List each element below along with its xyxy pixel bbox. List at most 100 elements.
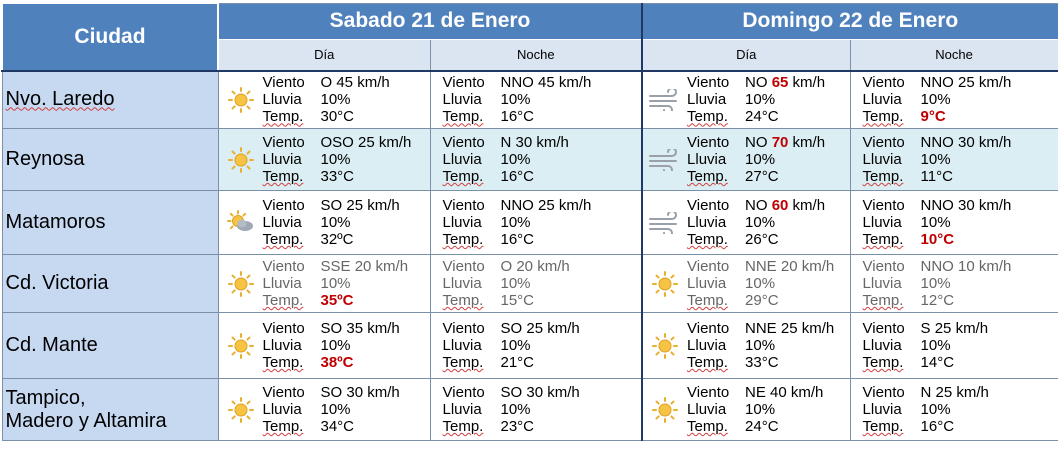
wind-speed: 25 [934, 320, 952, 337]
forecast-lines: Viento SO 30 km/h Lluvia 10% Temp. 34°C [263, 384, 400, 435]
city-name: Cd. Victoria [1, 254, 219, 313]
temp-value: 15°C [500, 292, 535, 309]
forecast-lines: Viento O 20 km/h Lluvia 10% Temp. 15°C [443, 258, 570, 309]
wind-speed: 25 [346, 197, 364, 214]
day2-noche-header: Noche [849, 38, 1058, 72]
wind-direction: NO [745, 134, 768, 151]
wind-label: Viento [862, 197, 905, 214]
wind-unit: km/h [547, 384, 580, 401]
wind-speed: 25 [935, 384, 953, 401]
rain-label: Lluvia [862, 275, 902, 292]
table-row: Cd. Mante Viento SO 35 km/h Lluvia 10% Temp. 3… [1, 312, 1058, 379]
temp-label: Temp. [442, 292, 484, 309]
rain-value: 10% [500, 151, 531, 168]
forecast-lines: Viento NNO 25 km/h Lluvia 10% Temp. 16°C [443, 197, 592, 248]
forecast-lines: Viento SO 35 km/h Lluvia 10% Temp. 38ºC [263, 320, 400, 371]
temp-label: Temp. [442, 108, 484, 126]
temp-label: Temp. [262, 168, 304, 185]
rain-label: Lluvia [262, 214, 302, 231]
sun-icon [219, 86, 263, 113]
temp-value-highlight: 35ºC [320, 292, 354, 309]
temp-value: 34°C [320, 418, 355, 435]
temp-value: 12°C [920, 292, 955, 309]
rain-label: Lluvia [862, 151, 902, 168]
day2-header: Domingo 22 de Enero [641, 2, 1058, 40]
temp-value: 23°C [500, 418, 535, 435]
day1-day-cell: Viento OSO 25 km/h Lluvia 10% Temp. 33°C [217, 128, 431, 191]
forecast-lines: Viento SO 30 km/h Lluvia 10% Temp. 23°C [443, 384, 580, 435]
wind-speed: 30 [346, 384, 364, 401]
rain-value: 10% [500, 337, 531, 354]
wind-label: Viento [262, 134, 305, 151]
city-label-line2: Madero y Altamira [5, 409, 167, 432]
wind-speed: 30 [526, 384, 544, 401]
wind-label: Viento [262, 320, 305, 337]
wind-speed: 35 [346, 320, 364, 337]
wind-label: Viento [687, 384, 730, 401]
sun-icon [219, 146, 263, 173]
wind-speed-highlight: 65 [771, 74, 789, 92]
temp-value-highlight: 10°C [920, 231, 955, 248]
wind-direction: OSO [320, 134, 354, 151]
wind-label: Viento [687, 320, 730, 337]
day2-day-cell: Viento NO 65 km/h Lluvia 10% Temp. 24°C [641, 70, 851, 129]
wind-unit: km/h [536, 134, 569, 151]
rain-value: 10% [320, 214, 351, 231]
wind-label: Viento [687, 74, 730, 92]
wind-unit: km/h [547, 320, 580, 337]
forecast-lines: Viento NNO 30 km/h Lluvia 10% Temp. 11°C [863, 134, 1012, 185]
forecast-lines: Viento NO 70 km/h Lluvia 10% Temp. 27°C [687, 134, 825, 185]
rain-value: 10% [745, 151, 776, 168]
city-name: Cd. Mante [1, 312, 219, 379]
sun-icon [644, 332, 687, 359]
rain-label: Lluvia [442, 214, 482, 231]
table-row: Reynosa Viento OSO 25 km/h Lluvia 10% Temp. 33… [1, 128, 1058, 191]
day2-night-cell: Viento NNO 10 km/h Lluvia 10% Temp. 12°C [849, 254, 1058, 313]
temp-value: 27°C [745, 168, 779, 185]
wind-direction: NNO [920, 134, 954, 151]
forecast-lines: Viento NO 65 km/h Lluvia 10% Temp. 24°C [687, 74, 825, 125]
temp-value: 16°C [500, 108, 535, 126]
wind-unit: km/h [792, 74, 826, 92]
wind-label: Viento [862, 384, 905, 401]
wind-unit: km/h [978, 134, 1012, 151]
wind-label: Viento [862, 74, 905, 92]
day2-dia-header: Día [641, 38, 851, 72]
wind-direction: SSE [320, 258, 351, 275]
wind-icon [644, 211, 687, 234]
table-row: Tampico, Madero y Altamira Viento SO 30 km/… [1, 378, 1058, 441]
wind-speed: 10 [958, 258, 975, 275]
wind-speed-highlight: 70 [771, 134, 789, 151]
temp-label: Temp. [687, 354, 728, 371]
rain-label: Lluvia [262, 91, 302, 109]
wind-unit: km/h [792, 197, 826, 214]
temp-value: 21°C [500, 354, 535, 371]
wind-speed: 20 [516, 258, 534, 275]
wind-unit: km/h [378, 134, 412, 151]
wind-direction: NO [745, 74, 768, 92]
temp-label: Temp. [862, 168, 904, 185]
rain-label: Lluvia [442, 337, 482, 354]
rain-label: Lluvia [687, 401, 727, 418]
city-name: Tampico, Madero y Altamira [1, 378, 219, 441]
wind-direction: NNO [920, 74, 954, 92]
partly-cloudy-icon [219, 209, 263, 236]
wind-direction: NNE [745, 258, 777, 275]
wind-label: Viento [262, 197, 305, 214]
forecast-lines: Viento SSE 20 km/h Lluvia 10% Temp. 35ºC [263, 258, 409, 309]
wind-speed: 30 [515, 134, 533, 151]
wind-unit: km/h [792, 134, 826, 151]
rain-value: 10% [500, 214, 531, 231]
temp-label: Temp. [442, 231, 484, 248]
sun-icon [219, 270, 263, 297]
city-label: Nvo. Laredo [5, 88, 115, 111]
wind-speed: 30 [958, 134, 975, 151]
forecast-lines: Viento NNE 25 km/h Lluvia 10% Temp. 33°C [687, 320, 834, 371]
wind-unit: km/h [367, 197, 400, 214]
rain-value: 10% [920, 91, 951, 109]
temp-label: Temp. [442, 168, 484, 185]
forecast-lines: Viento SO 25 km/h Lluvia 10% Temp. 32ºC [263, 197, 400, 248]
wind-direction: O [500, 258, 513, 275]
wind-direction: NNO [920, 197, 954, 214]
temp-value: 32ºC [320, 231, 354, 248]
